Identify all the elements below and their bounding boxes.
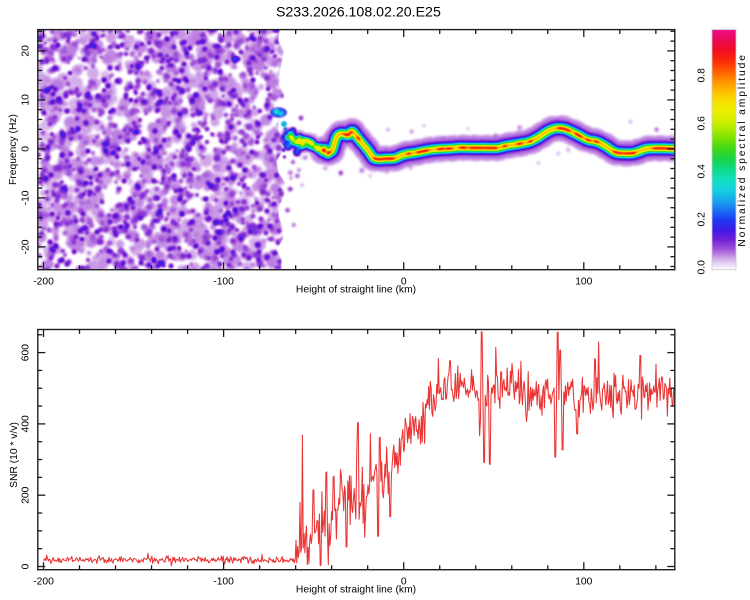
svg-text:0: 0 [21,563,32,569]
svg-text:0.8: 0.8 [697,68,708,83]
svg-text:0.4: 0.4 [697,164,708,179]
svg-text:Frequency (Hz): Frequency (Hz) [8,114,19,185]
svg-text:0.6: 0.6 [697,116,708,131]
svg-text:Height of straight line (km): Height of straight line (km) [296,585,416,596]
svg-text:0: 0 [401,276,407,287]
svg-text:Height of straight line (km): Height of straight line (km) [296,284,416,295]
svg-text:Normalized spectral amplitude: Normalized spectral amplitude [737,53,748,247]
svg-text:SNR (10 * v/v): SNR (10 * v/v) [9,422,20,488]
svg-text:-200: -200 [33,276,54,287]
svg-text:600: 600 [21,344,32,361]
svg-text:-100: -100 [213,276,234,287]
svg-text:100: 100 [575,576,592,587]
svg-text:-20: -20 [21,239,32,254]
svg-text:0.2: 0.2 [697,212,708,227]
svg-text:20: 20 [21,45,32,57]
svg-text:200: 200 [21,486,32,503]
svg-text:10: 10 [21,94,32,106]
svg-text:-200: -200 [33,576,54,587]
svg-text:-10: -10 [21,190,32,205]
svg-text:0: 0 [21,146,32,152]
svg-text:S233.2026.108.02.20.E25: S233.2026.108.02.20.E25 [276,5,441,21]
svg-text:100: 100 [575,276,592,287]
svg-text:0.0: 0.0 [697,260,708,275]
svg-text:0: 0 [401,576,407,587]
svg-text:-100: -100 [213,576,234,587]
svg-text:400: 400 [21,415,32,432]
